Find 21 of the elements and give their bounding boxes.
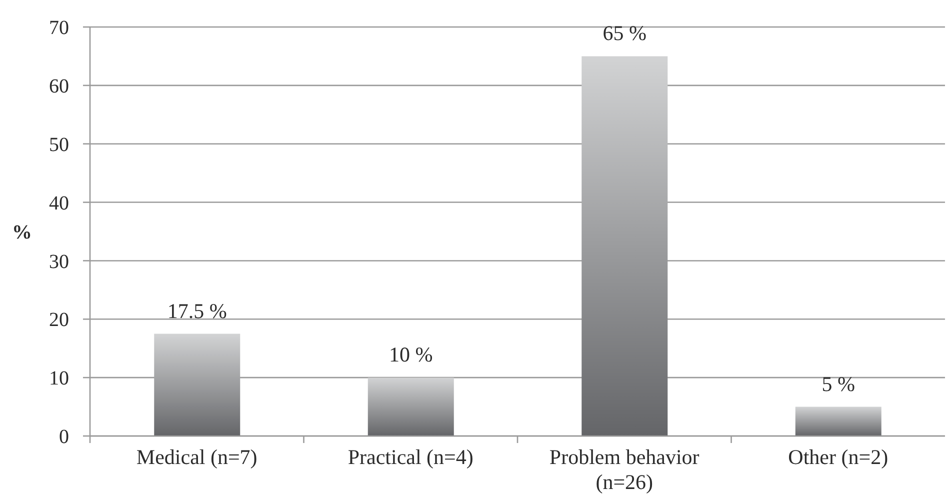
- y-tick-label: 40: [49, 192, 69, 214]
- data-label: 65 %: [602, 21, 646, 46]
- x-tick-label: Other (n=2): [788, 445, 888, 469]
- x-tick-label: Medical (n=7): [136, 445, 258, 469]
- y-tick-label: 70: [49, 17, 69, 40]
- bar: [795, 406, 882, 436]
- data-label: 10 %: [389, 342, 433, 367]
- x-tick-label: Problem behavior (n=26): [549, 445, 700, 494]
- bar: [154, 334, 240, 436]
- y-tick-label: 20: [49, 309, 69, 332]
- x-tick-label: Practical (n=4): [348, 445, 474, 469]
- y-axis-title: %: [12, 222, 32, 244]
- data-label: 17.5 %: [167, 298, 227, 323]
- y-tick-label: 30: [49, 250, 69, 273]
- y-tick-label: 10: [49, 368, 69, 390]
- y-tick-label: 0: [59, 426, 69, 448]
- y-tick-label: 50: [49, 134, 69, 156]
- data-label: 5 %: [822, 372, 855, 396]
- bar: [582, 56, 668, 436]
- y-tick-label: 60: [49, 76, 69, 98]
- bar: [368, 378, 454, 436]
